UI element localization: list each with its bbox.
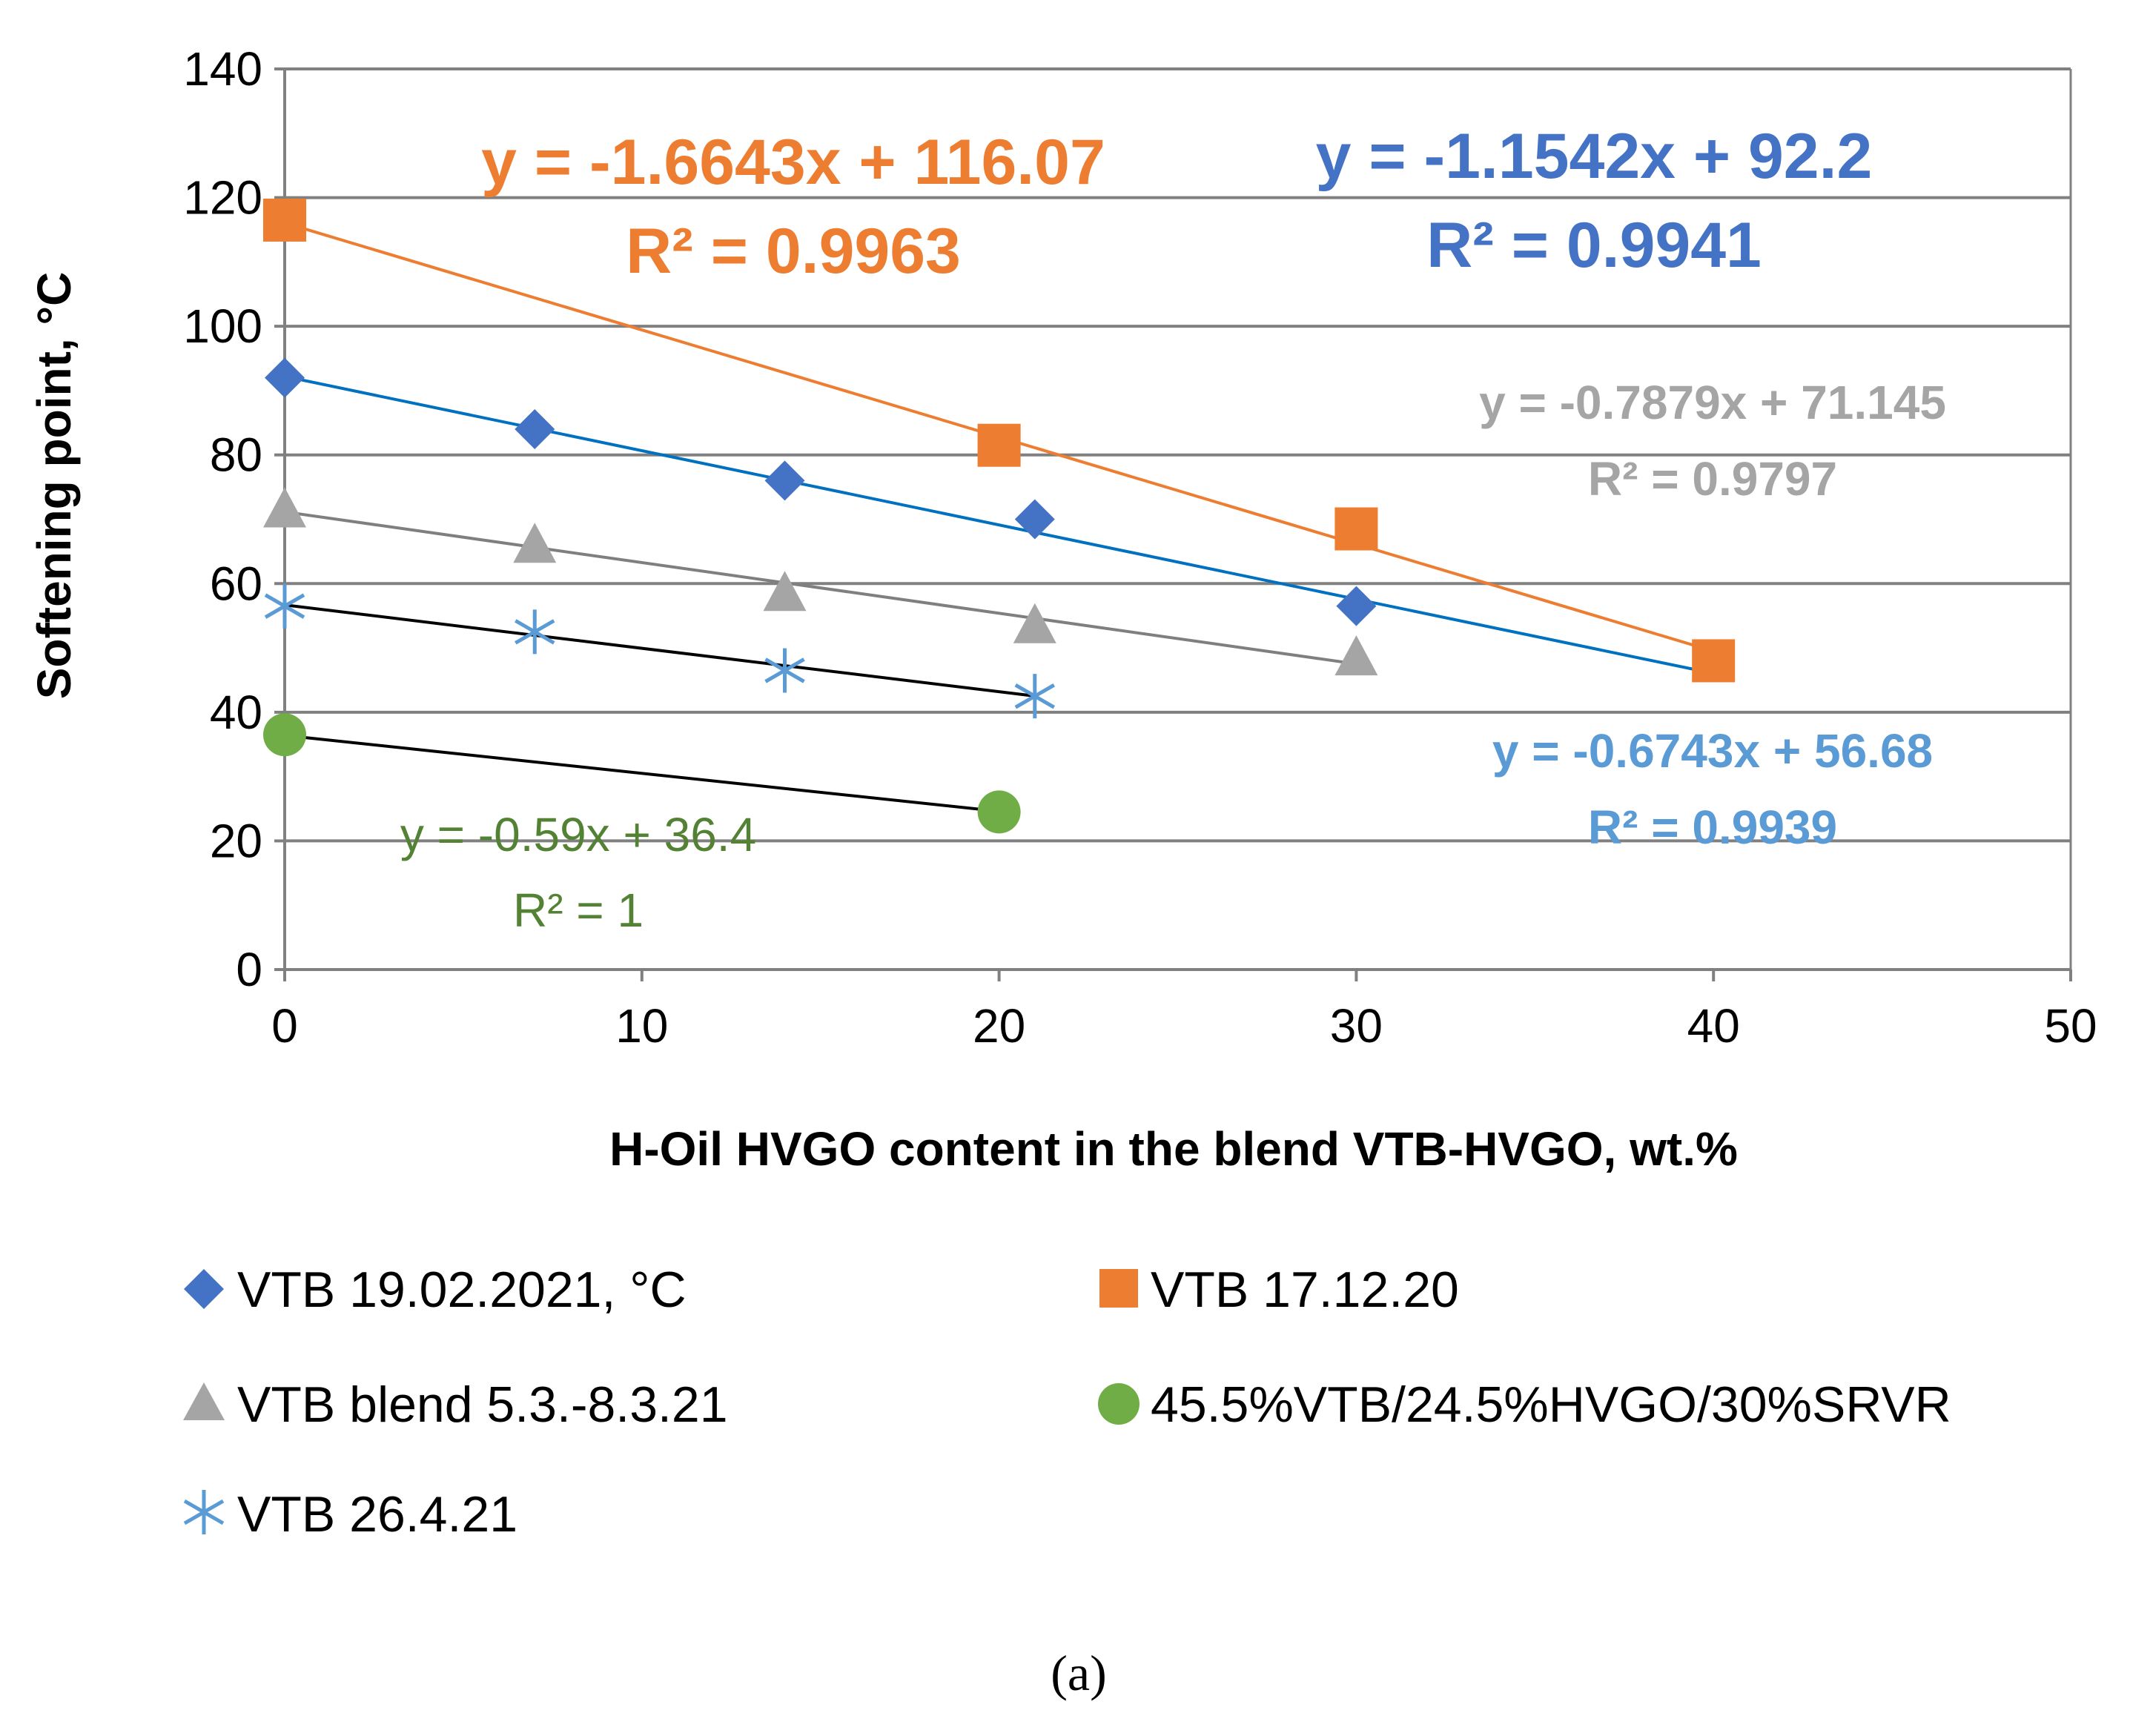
- data-points: [263, 198, 1736, 834]
- trendline-series-4: [284, 603, 1036, 698]
- x-tick-label: 20: [973, 999, 1025, 1053]
- point-series-1: [977, 423, 1021, 467]
- r2-blue: R² = 0.9941: [1426, 210, 1762, 281]
- x-tick-label: 0: [271, 999, 298, 1053]
- point-series-4: [264, 583, 305, 629]
- legend-asterisk-shape: [183, 1490, 225, 1534]
- asterisk-stroke: [183, 1499, 225, 1525]
- legend: VTB 19.02.2021, °C VTB 17.12.20 VTB blen…: [183, 1262, 1951, 1543]
- equation-green: y = -0.59x + 36.4: [400, 808, 756, 861]
- point-series-0: [265, 357, 305, 398]
- legend-asterisk-icon: [183, 1490, 225, 1534]
- equation-lightblue: y = -0.6743x + 56.68: [1492, 724, 1933, 778]
- grid-lines: [285, 67, 2072, 970]
- point-series-0: [1336, 586, 1377, 626]
- y-tick-label: 80: [210, 428, 262, 482]
- trendline-series-3: [284, 734, 999, 813]
- legend-circle-icon: [1098, 1383, 1140, 1425]
- point-series-2: [763, 571, 807, 612]
- figure-caption: (a): [1051, 1645, 1106, 1701]
- r2-green: R² = 1: [513, 884, 644, 937]
- point-series-4: [764, 648, 805, 693]
- r2-gray: R² = 0.9797: [1588, 452, 1837, 506]
- y-tick-label: 100: [183, 299, 262, 353]
- x-tick-label: 30: [1330, 999, 1383, 1053]
- point-series-3: [977, 790, 1021, 834]
- point-series-1: [1692, 639, 1736, 683]
- x-axis-title: H-Oil HVGO content in the blend VTB-HVGO…: [609, 1122, 1738, 1176]
- legend-label: VTB blend 5.3.-8.3.21: [237, 1376, 728, 1433]
- point-series-2: [1334, 635, 1378, 676]
- y-tick-label: 120: [183, 171, 262, 225]
- legend-square-icon: [1099, 1269, 1138, 1308]
- y-tick-label: 40: [210, 686, 262, 739]
- point-series-2: [1013, 603, 1056, 643]
- asterisk-stroke: [515, 619, 555, 645]
- legend-item-vtb-17-12-20: VTB 17.12.20: [1099, 1262, 1459, 1318]
- y-tick-label: 0: [236, 943, 262, 996]
- point-series-2: [263, 487, 306, 528]
- x-tick-label: 50: [2044, 999, 2097, 1053]
- point-series-0: [1014, 499, 1055, 540]
- equation-gray: y = -0.7879x + 71.145: [1479, 376, 1946, 429]
- legend-label: 45.5%VTB/24.5%HVGO/30%SRVR: [1151, 1376, 1951, 1433]
- legend-label: VTB 19.02.2021, °C: [237, 1262, 687, 1318]
- point-series-1: [263, 198, 306, 242]
- trendlines: [284, 221, 1714, 813]
- trendline-series-2: [284, 510, 1357, 666]
- asterisk-stroke: [764, 657, 805, 683]
- legend-triangle-icon: [183, 1382, 225, 1420]
- legend-item-vtb-blend: VTB blend 5.3.-8.3.21: [183, 1376, 728, 1433]
- legend-diamond-icon: [184, 1269, 224, 1309]
- asterisk-stroke: [1014, 683, 1056, 709]
- legend-item-45-5-vtb: 45.5%VTB/24.5%HVGO/30%SRVR: [1098, 1376, 1951, 1433]
- y-tick-label: 140: [183, 42, 262, 96]
- point-series-1: [1334, 507, 1378, 551]
- point-series-2: [513, 523, 557, 563]
- equation-blue: y = -1.1542x + 92.2: [1316, 121, 1873, 192]
- point-series-4: [515, 609, 555, 655]
- equation-orange: y = -1.6643x + 116.07: [481, 127, 1105, 198]
- tick-labels: 0 20 40 60 80 100 120 140 0 10 20 30 40 50: [183, 42, 2097, 1053]
- r2-lightblue: R² = 0.9939: [1588, 801, 1837, 854]
- legend-label: VTB 17.12.20: [1151, 1262, 1459, 1318]
- point-series-0: [515, 409, 555, 449]
- x-tick-label: 40: [1687, 999, 1740, 1053]
- point-series-3: [263, 713, 306, 757]
- legend-label: VTB 26.4.21: [237, 1486, 517, 1543]
- r2-orange: R² = 0.9963: [626, 216, 961, 287]
- y-tick-label: 20: [210, 814, 262, 867]
- point-series-0: [764, 460, 805, 501]
- y-axis-title: Softening point, °C: [27, 272, 81, 700]
- legend-item-vtb-19-02-2021: VTB 19.02.2021, °C: [184, 1262, 687, 1318]
- asterisk-stroke: [264, 593, 305, 619]
- legend-item-vtb-26-4-21: VTB 26.4.21: [183, 1486, 517, 1543]
- x-tick-label: 10: [615, 999, 668, 1053]
- point-series-4: [1014, 674, 1056, 719]
- y-tick-label: 60: [210, 557, 262, 610]
